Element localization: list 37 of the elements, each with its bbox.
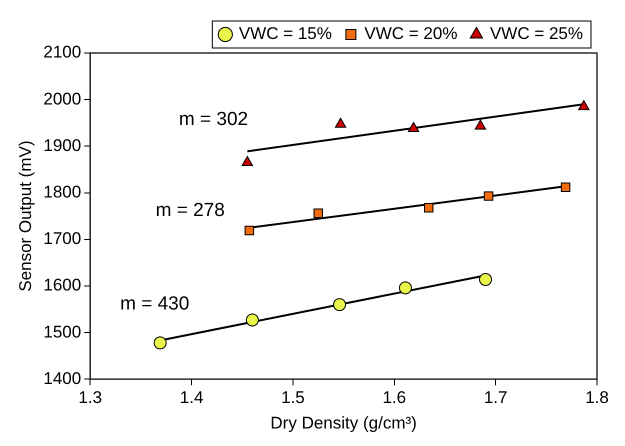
x-tick-label: 1.8: [585, 388, 609, 408]
y-axis-title: Sensor Output (mV): [16, 140, 35, 292]
annotation: m = 302: [178, 108, 248, 130]
x-tick-label: 1.5: [281, 388, 305, 408]
point: [484, 191, 494, 201]
y-tick-label: 1400: [43, 368, 82, 388]
y-tick-label: 1500: [43, 322, 82, 342]
y-tick-label: 1600: [43, 276, 82, 295]
y-tick-label: 2100: [43, 42, 82, 62]
point: [560, 182, 570, 192]
x-tick-label: 1.4: [180, 388, 204, 408]
legend-label: VWC = 15%: [238, 24, 332, 44]
point: [244, 226, 254, 236]
y-tick-label: 2000: [43, 89, 82, 108]
x-axis-title: Dry Density (g/cm³): [270, 413, 417, 432]
y-tick-label: 1800: [43, 182, 82, 202]
point: [333, 298, 346, 312]
y-tick-label: 1700: [43, 229, 82, 248]
annotation: m = 278: [156, 200, 225, 221]
point: [479, 272, 492, 286]
x-tick-label: 1.3: [78, 388, 102, 408]
x-tick-label: 1.7: [484, 388, 508, 408]
legend-label: VWC = 20%: [364, 24, 458, 44]
point: [314, 208, 324, 218]
point: [242, 156, 254, 166]
point: [474, 120, 486, 130]
annotation: m = 430: [120, 294, 190, 315]
point: [154, 336, 167, 350]
point: [334, 118, 346, 128]
legend-label: VWC = 25%: [490, 24, 583, 44]
point: [578, 100, 590, 110]
y-tick-label: 1900: [43, 136, 82, 155]
point: [408, 122, 420, 132]
point: [398, 281, 412, 294]
point: [246, 314, 259, 327]
x-tick-label: 1.6: [382, 388, 406, 408]
point: [424, 202, 434, 212]
